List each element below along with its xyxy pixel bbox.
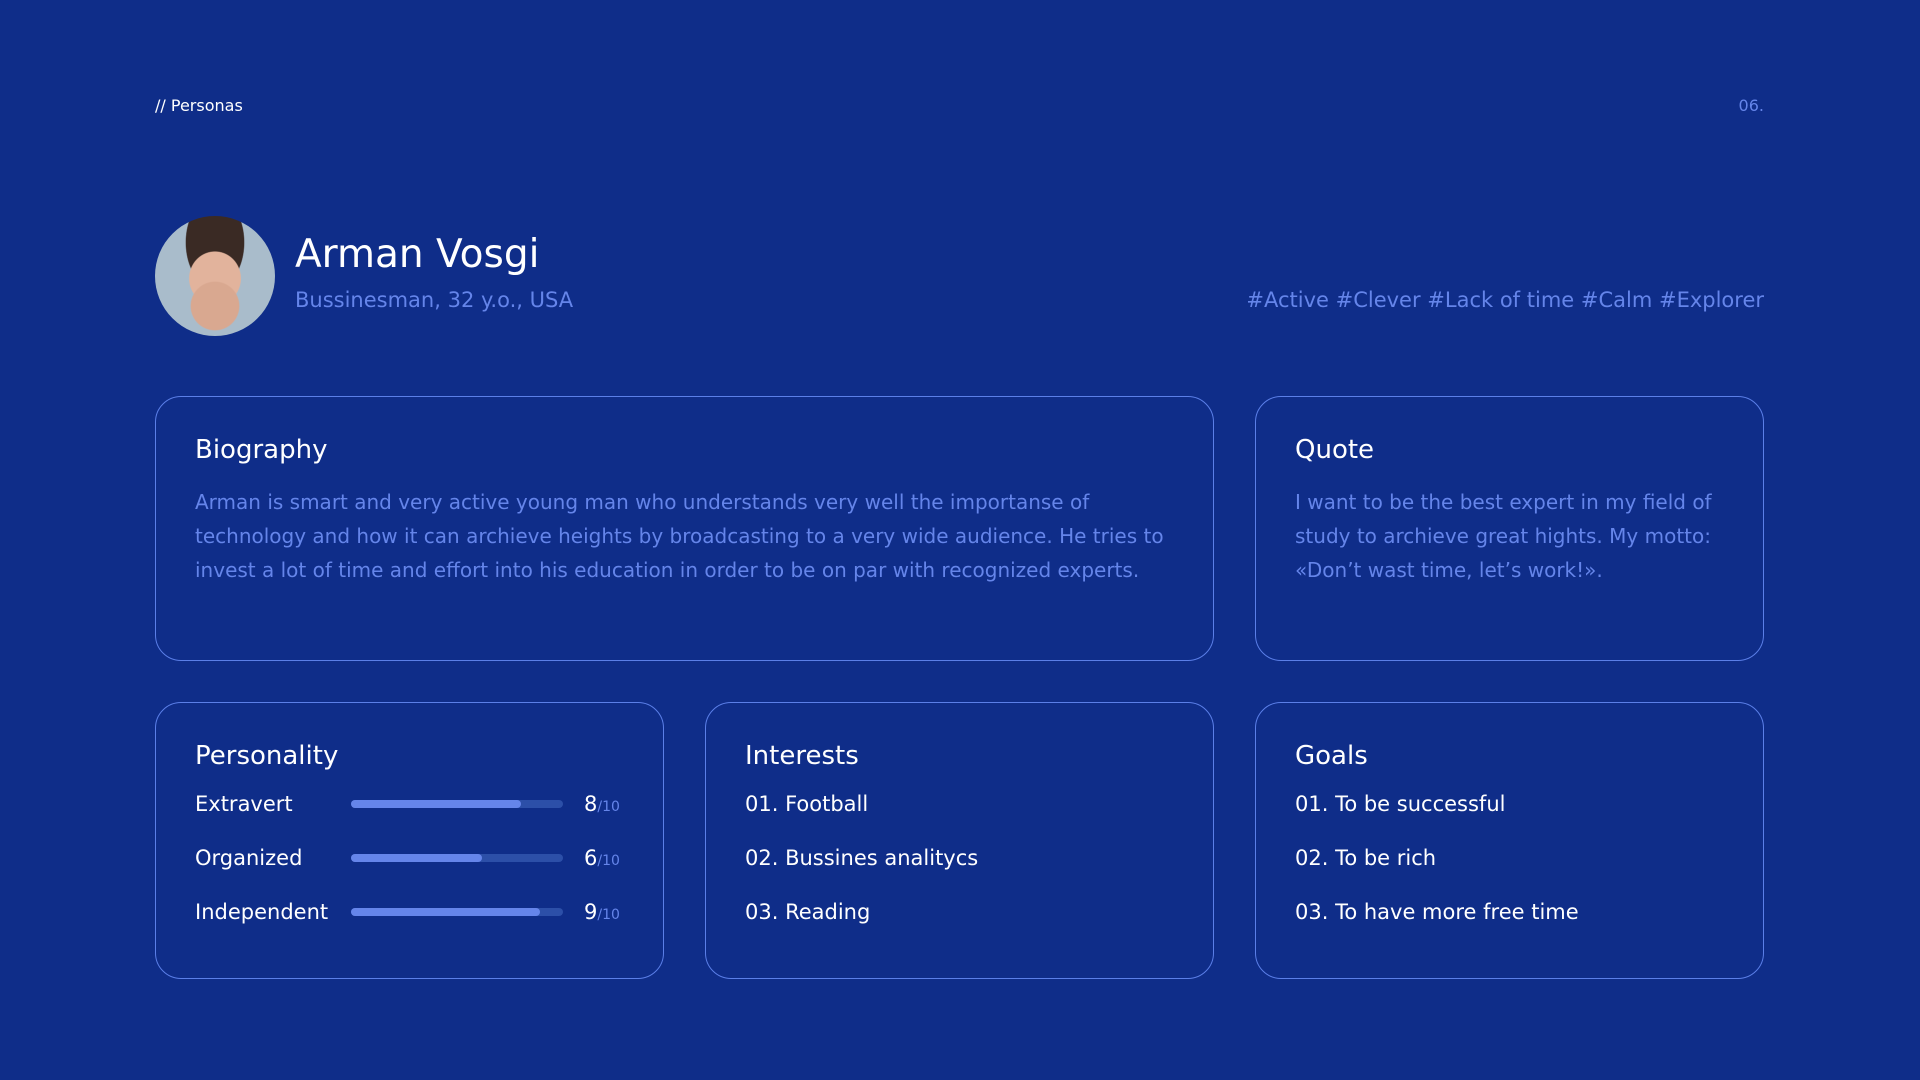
interest-item: 03. Reading xyxy=(745,900,871,924)
trait-value: 6/10 xyxy=(584,846,620,870)
avatar xyxy=(155,216,275,336)
quote-title: Quote xyxy=(1295,435,1375,465)
trait-bar-fill xyxy=(351,854,483,862)
trait-label: Extravert xyxy=(195,792,293,816)
goals-title: Goals xyxy=(1295,741,1368,771)
page-number: 06. xyxy=(1738,96,1764,115)
trait-bar xyxy=(351,854,563,862)
goal-item: 02. To be rich xyxy=(1295,846,1437,870)
breadcrumb: // Personas xyxy=(155,96,243,115)
quote-card: Quote I want to be the best expert in my… xyxy=(1255,396,1764,661)
persona-subtitle: Bussinesman, 32 y.o., USA xyxy=(295,288,574,312)
trait-value: 8/10 xyxy=(584,792,620,816)
personality-card: Personality Extravert 8/10 Organized 6/1… xyxy=(155,702,664,979)
trait-label: Organized xyxy=(195,846,303,870)
interests-title: Interests xyxy=(745,741,859,771)
persona-tags: #Active #Clever #Lack of time #Calm #Exp… xyxy=(1246,288,1764,312)
trait-value: 9/10 xyxy=(584,900,620,924)
interest-item: 01. Football xyxy=(745,792,869,816)
goal-item: 03. To have more free time xyxy=(1295,900,1579,924)
interest-item: 02. Bussines analitycs xyxy=(745,846,979,870)
trait-label: Independent xyxy=(195,900,329,924)
biography-title: Biography xyxy=(195,435,328,465)
persona-name: Arman Vosgi xyxy=(295,232,540,277)
personality-title: Personality xyxy=(195,741,339,771)
trait-row: Organized 6/10 xyxy=(195,831,624,885)
trait-bar-fill xyxy=(351,908,540,916)
trait-bar-fill xyxy=(351,800,521,808)
goals-card: Goals 01. To be successful 02. To be ric… xyxy=(1255,702,1764,979)
trait-bar xyxy=(351,908,563,916)
biography-text: Arman is smart and very active young man… xyxy=(195,490,1164,582)
biography-card: Biography Arman is smart and very active… xyxy=(155,396,1214,661)
trait-bar xyxy=(351,800,563,808)
trait-row: Independent 9/10 xyxy=(195,885,624,939)
quote-text: I want to be the best expert in my field… xyxy=(1295,490,1712,582)
trait-row: Extravert 8/10 xyxy=(195,777,624,831)
goal-item: 01. To be successful xyxy=(1295,792,1506,816)
interests-card: Interests 01. Football 02. Bussines anal… xyxy=(705,702,1214,979)
